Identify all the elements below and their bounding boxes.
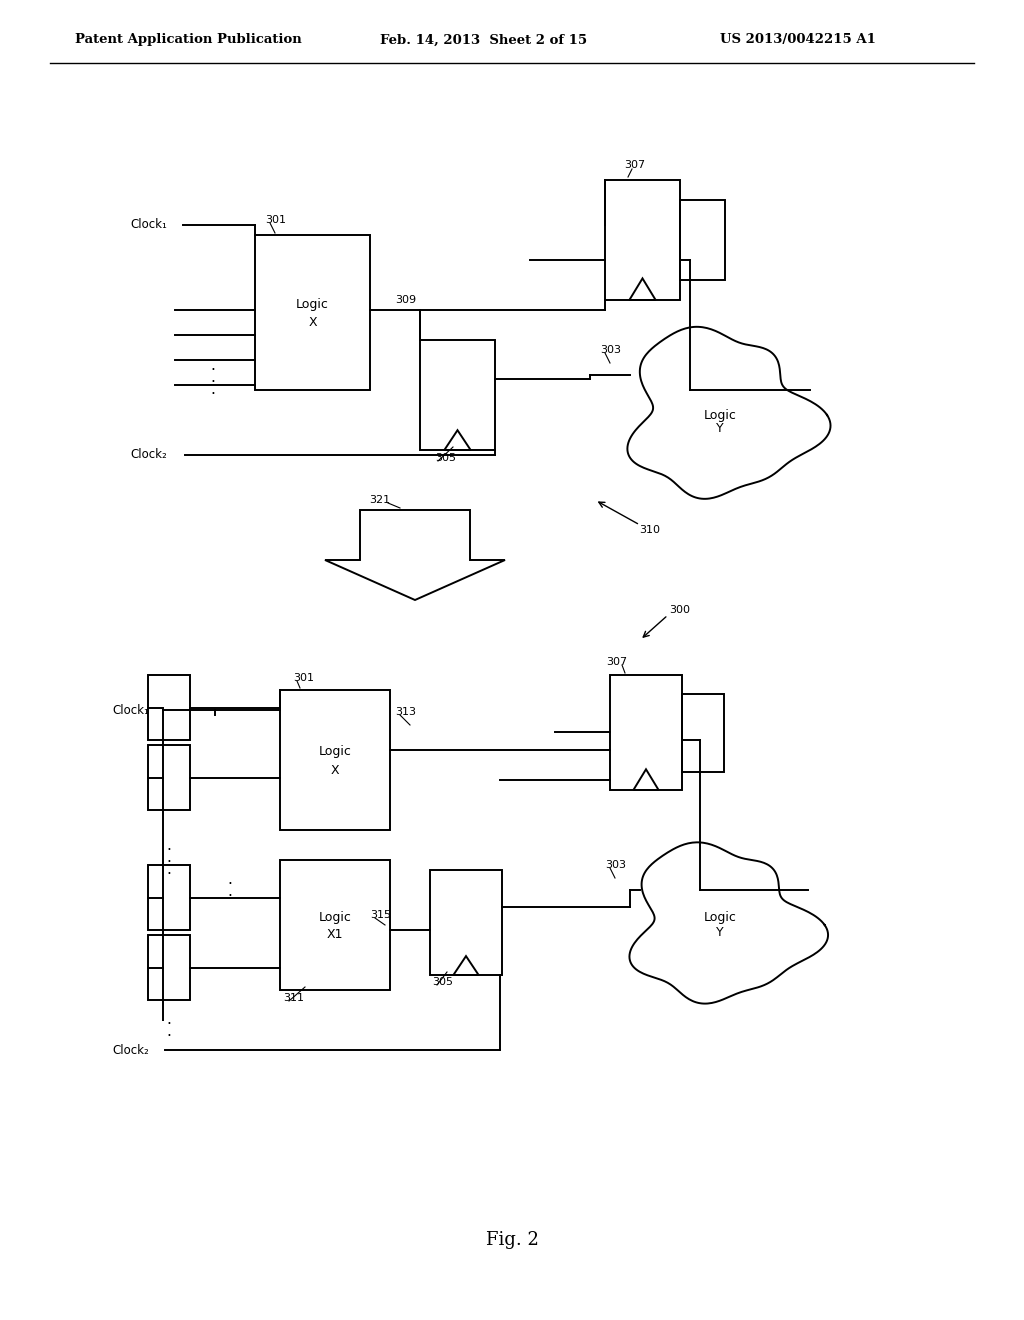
Text: ·: · — [211, 387, 215, 401]
Text: Logic: Logic — [703, 408, 736, 421]
Text: Logic: Logic — [296, 298, 329, 312]
Text: 301: 301 — [293, 673, 314, 682]
Text: 305: 305 — [432, 977, 453, 987]
Text: 313: 313 — [395, 708, 416, 717]
Text: 305: 305 — [435, 453, 456, 463]
Text: ·: · — [211, 363, 215, 378]
Text: Logic: Logic — [318, 746, 351, 759]
Text: 303: 303 — [600, 345, 621, 355]
Bar — [680, 201, 725, 280]
Text: US 2013/0042215 A1: US 2013/0042215 A1 — [720, 33, 876, 46]
Text: Fig. 2: Fig. 2 — [485, 1232, 539, 1249]
Bar — [148, 675, 190, 741]
Text: Logic: Logic — [703, 911, 736, 924]
Text: Clock₂: Clock₂ — [130, 449, 167, 462]
Text: ·: · — [167, 1018, 171, 1032]
Text: Patent Application Publication: Patent Application Publication — [75, 33, 302, 46]
Text: Logic: Logic — [318, 911, 351, 924]
Text: X: X — [308, 315, 316, 329]
Text: Feb. 14, 2013  Sheet 2 of 15: Feb. 14, 2013 Sheet 2 of 15 — [380, 33, 587, 46]
Text: ·: · — [227, 890, 232, 904]
Text: 300: 300 — [670, 605, 690, 615]
Bar — [420, 341, 495, 450]
Bar — [255, 235, 370, 389]
Bar — [280, 690, 390, 830]
Bar — [148, 935, 190, 1001]
Bar — [430, 870, 502, 975]
Bar — [148, 744, 190, 810]
Text: 310: 310 — [640, 525, 660, 535]
Text: 307: 307 — [606, 657, 628, 667]
Bar — [148, 865, 190, 931]
Text: Y: Y — [716, 422, 724, 436]
Text: 315: 315 — [370, 909, 391, 920]
Text: 321: 321 — [370, 495, 390, 506]
Text: 307: 307 — [625, 160, 645, 170]
Text: ·: · — [167, 854, 171, 870]
Text: X: X — [331, 763, 339, 776]
Text: ·: · — [211, 375, 215, 389]
Bar — [682, 694, 724, 772]
Text: 303: 303 — [605, 861, 626, 870]
Text: Clock₂: Clock₂ — [112, 1044, 148, 1056]
Text: Clock₁: Clock₁ — [130, 219, 167, 231]
Text: 309: 309 — [395, 294, 416, 305]
Text: ·: · — [167, 1030, 171, 1044]
Bar — [280, 861, 390, 990]
Text: Clock₁: Clock₁ — [112, 704, 148, 717]
Bar — [605, 180, 680, 300]
Text: ·: · — [227, 878, 232, 892]
Text: 311: 311 — [283, 993, 304, 1003]
Text: ·: · — [167, 866, 171, 882]
Text: 301: 301 — [265, 215, 286, 224]
Bar — [610, 675, 682, 789]
Text: ·: · — [167, 842, 171, 858]
Text: Y: Y — [716, 927, 724, 940]
Text: X1: X1 — [327, 928, 343, 941]
